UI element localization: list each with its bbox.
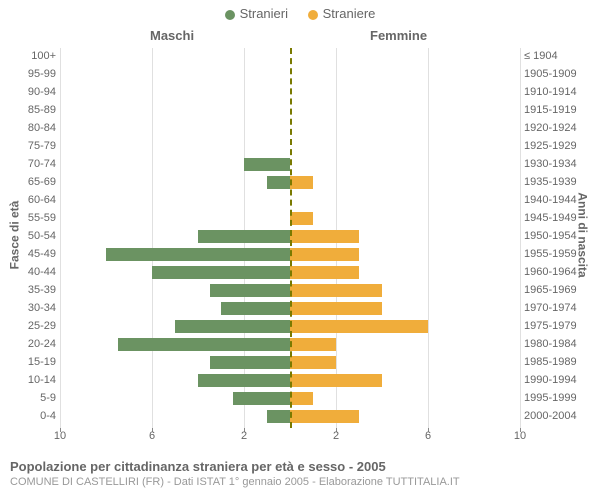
x-tick-label: 6 <box>425 430 431 442</box>
birth-label: 1910-1914 <box>524 83 577 101</box>
bar-female <box>290 392 313 405</box>
bar-male <box>221 302 290 315</box>
legend-label-female: Straniere <box>323 6 376 21</box>
legend-dot-male <box>225 10 235 20</box>
bar-female <box>290 410 359 423</box>
age-label: 85-89 <box>20 101 56 119</box>
age-label: 90-94 <box>20 83 56 101</box>
legend-male: Stranieri <box>225 6 288 21</box>
birth-label: 1955-1959 <box>524 245 577 263</box>
legend-female: Straniere <box>308 6 376 21</box>
age-label: 80-84 <box>20 119 56 137</box>
chart-area: Maschi Femmine Fasce di età Anni di nasc… <box>0 28 600 448</box>
age-label: 35-39 <box>20 281 56 299</box>
bar-male <box>198 374 290 387</box>
footer-subtitle: COMUNE DI CASTELLIRI (FR) - Dati ISTAT 1… <box>10 476 460 488</box>
birth-label: 1940-1944 <box>524 191 577 209</box>
birth-label: ≤ 1904 <box>524 47 558 65</box>
age-label: 65-69 <box>20 173 56 191</box>
age-label: 40-44 <box>20 263 56 281</box>
age-label: 10-14 <box>20 371 56 389</box>
bar-male <box>118 338 291 351</box>
birth-label: 1970-1974 <box>524 299 577 317</box>
bar-female <box>290 338 336 351</box>
age-label: 30-34 <box>20 299 56 317</box>
age-label: 70-74 <box>20 155 56 173</box>
birth-label: 1965-1969 <box>524 281 577 299</box>
axis-right-title: Anni di nascita <box>575 192 589 277</box>
bar-male <box>267 176 290 189</box>
bar-male <box>233 392 291 405</box>
age-label: 0-4 <box>20 407 56 425</box>
age-label: 25-29 <box>20 317 56 335</box>
age-label: 20-24 <box>20 335 56 353</box>
birth-label: 1980-1984 <box>524 335 577 353</box>
bar-male <box>152 266 290 279</box>
birth-label: 2000-2004 <box>524 407 577 425</box>
plot <box>60 48 520 428</box>
birth-label: 1920-1924 <box>524 119 577 137</box>
bar-female <box>290 266 359 279</box>
legend-dot-female <box>308 10 318 20</box>
birth-label: 1995-1999 <box>524 389 577 407</box>
age-label: 75-79 <box>20 137 56 155</box>
header-male: Maschi <box>150 28 194 43</box>
birth-label: 1905-1909 <box>524 65 577 83</box>
birth-label: 1960-1964 <box>524 263 577 281</box>
x-tick-label: 10 <box>514 430 526 442</box>
footer-title: Popolazione per cittadinanza straniera p… <box>10 459 460 474</box>
age-label: 15-19 <box>20 353 56 371</box>
x-tick-label: 6 <box>149 430 155 442</box>
bar-male <box>267 410 290 423</box>
footer: Popolazione per cittadinanza straniera p… <box>10 459 460 488</box>
x-tick-label: 2 <box>241 430 247 442</box>
bar-female <box>290 212 313 225</box>
bar-male <box>210 284 291 297</box>
x-tick-label: 10 <box>54 430 66 442</box>
age-label: 5-9 <box>20 389 56 407</box>
x-tick-label: 2 <box>333 430 339 442</box>
bar-female <box>290 230 359 243</box>
age-label: 55-59 <box>20 209 56 227</box>
bar-female <box>290 284 382 297</box>
bar-male <box>175 320 290 333</box>
bar-female <box>290 248 359 261</box>
header-female: Femmine <box>370 28 427 43</box>
birth-label: 1935-1939 <box>524 173 577 191</box>
age-label: 60-64 <box>20 191 56 209</box>
bar-female <box>290 374 382 387</box>
birth-label: 1930-1934 <box>524 155 577 173</box>
bar-male <box>244 158 290 171</box>
bar-male <box>198 230 290 243</box>
birth-label: 1925-1929 <box>524 137 577 155</box>
birth-label: 1945-1949 <box>524 209 577 227</box>
age-label: 45-49 <box>20 245 56 263</box>
bar-female <box>290 320 428 333</box>
age-label: 50-54 <box>20 227 56 245</box>
birth-label: 1915-1919 <box>524 101 577 119</box>
legend: Stranieri Straniere <box>0 6 600 21</box>
bar-male <box>210 356 291 369</box>
bar-female <box>290 356 336 369</box>
age-label: 100+ <box>20 47 56 65</box>
bar-female <box>290 302 382 315</box>
birth-label: 1950-1954 <box>524 227 577 245</box>
legend-label-male: Stranieri <box>240 6 288 21</box>
birth-label: 1975-1979 <box>524 317 577 335</box>
age-label: 95-99 <box>20 65 56 83</box>
bar-male <box>106 248 290 261</box>
bar-female <box>290 176 313 189</box>
birth-label: 1990-1994 <box>524 371 577 389</box>
birth-label: 1985-1989 <box>524 353 577 371</box>
